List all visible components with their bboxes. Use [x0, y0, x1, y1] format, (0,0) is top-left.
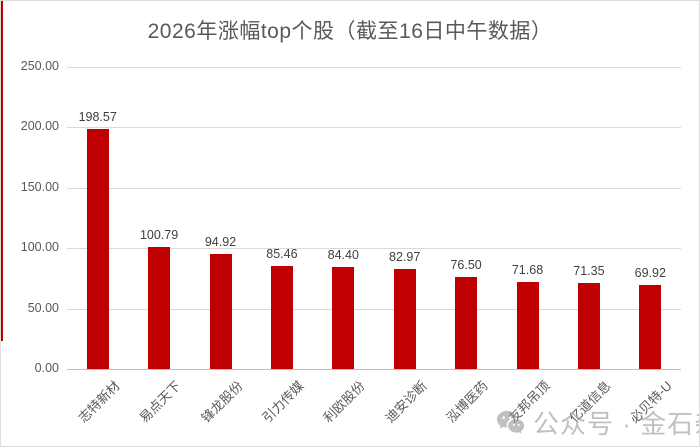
x-tick-label: 志特新材: [75, 378, 123, 426]
gridline-50.00: [67, 308, 681, 310]
bar-迪安诊断: [393, 268, 416, 369]
left-red-accent-line: [1, 1, 3, 341]
gridline-100.00: [67, 248, 681, 250]
chart-title: 2026年涨幅top个股（截至16日中午数据）: [147, 20, 553, 43]
value-label: 94.92: [204, 235, 237, 250]
bar-友邦吊顶: [516, 282, 539, 369]
y-tick-label: 0.00: [34, 361, 59, 375]
y-tick-label: 200.00: [20, 119, 59, 134]
gridline-250.00: [67, 67, 681, 68]
bar-必贝特-U: [639, 284, 662, 369]
value-label: 85.46: [266, 246, 298, 261]
gridline-200.00: [67, 127, 681, 129]
bar-锋龙股份: [209, 254, 232, 369]
value-label: 71.35: [573, 263, 605, 278]
gridline-150.00: [67, 187, 681, 189]
y-tick-label: 50.00: [27, 300, 59, 315]
watermark: 公众号 · 金石杂谈: [495, 404, 699, 441]
bar-志特新材: [86, 129, 109, 369]
bar-亿道信息: [577, 282, 600, 369]
watermark-text: 公众号 · 金石杂谈: [533, 409, 699, 439]
value-label: 84.40: [327, 248, 359, 262]
bar-利欧股份: [332, 267, 355, 369]
value-label: 69.92: [634, 265, 666, 280]
bar-泓博医药: [455, 276, 478, 369]
value-label: 76.50: [450, 257, 482, 272]
wechat-icon: [496, 410, 525, 434]
y-tick-label: 150.00: [20, 179, 59, 194]
y-tick-label: 100.00: [20, 240, 59, 255]
bar-引力传媒: [270, 265, 293, 369]
value-label: 198.57: [78, 110, 117, 125]
bar-易点天下: [148, 247, 171, 369]
value-label: 82.97: [389, 249, 421, 264]
gridline-0.00: [67, 369, 681, 370]
value-label: 71.68: [511, 263, 544, 278]
value-label: 100.79: [139, 228, 179, 243]
y-tick-label: 250.00: [20, 59, 59, 73]
